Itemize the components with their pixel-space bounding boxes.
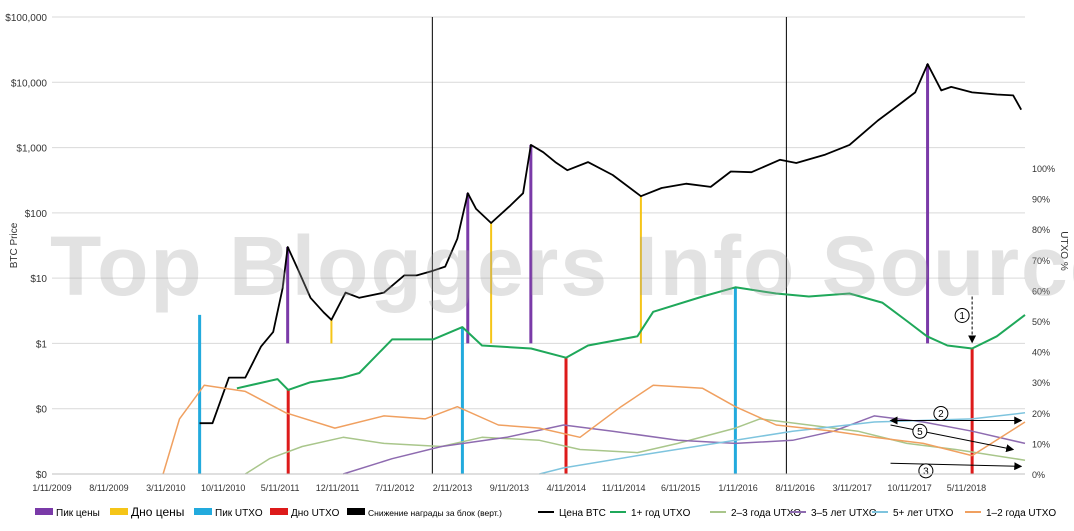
legend-swatch-1 bbox=[110, 508, 128, 515]
y-right-tick-label: 10% bbox=[1032, 439, 1050, 449]
y-right-axis-title: UTXO % bbox=[1058, 231, 1069, 271]
legend-swatch-2 bbox=[194, 508, 212, 515]
marker-vertical-lines bbox=[198, 17, 974, 474]
legend-label-7: 2–3 года UTXO bbox=[731, 508, 801, 519]
y-left-tick-label: $100,000 bbox=[5, 13, 47, 24]
y-right-tick-label: 50% bbox=[1032, 317, 1050, 327]
legend-label-9: 5+ лет UTXO bbox=[893, 508, 954, 519]
annotation-circle-2 bbox=[933, 405, 949, 421]
x-tick-label: 5/11/2018 bbox=[947, 483, 986, 493]
x-tick-label: 3/11/2010 bbox=[146, 483, 185, 493]
annotation-label: 3 bbox=[923, 466, 929, 477]
x-tick-label: 6/11/2015 bbox=[661, 483, 700, 493]
y-left-tick-label: $0 bbox=[36, 405, 48, 416]
legend-swatch-0 bbox=[35, 508, 53, 515]
legend-label-10: 1–2 года UTXO bbox=[986, 508, 1056, 519]
legend-label-2: Пик UTXO bbox=[215, 508, 263, 519]
legend-swatch-3 bbox=[270, 508, 288, 515]
y-right-tick-label: 60% bbox=[1032, 286, 1050, 296]
series-line-1 bbox=[236, 286, 1026, 391]
legend-label-3: Дно UTXO bbox=[291, 508, 340, 519]
y-right-tick-label: 20% bbox=[1032, 409, 1050, 419]
x-tick-label: 9/11/2013 bbox=[490, 483, 529, 493]
annotation-label: 5 bbox=[917, 427, 923, 438]
annotation-circle-1 bbox=[954, 307, 970, 323]
y-right-tick-label: 0% bbox=[1032, 470, 1045, 480]
annotation-arrow-3 bbox=[890, 462, 1023, 471]
x-tick-label: 4/11/2014 bbox=[547, 483, 586, 493]
x-tick-label: 10/11/2017 bbox=[887, 483, 931, 493]
legend-label-1: Дно цены bbox=[131, 505, 184, 519]
y-left-tick-label: $10,000 bbox=[11, 78, 48, 89]
annotation-label: 2 bbox=[938, 409, 944, 420]
y-right-tick-label: 30% bbox=[1032, 378, 1050, 388]
y-left-tick-label: $10 bbox=[30, 274, 47, 285]
x-tick-label: 1/11/2016 bbox=[718, 483, 757, 493]
gridlines bbox=[52, 16, 1025, 475]
x-tick-label: 11/11/2014 bbox=[602, 483, 646, 493]
y-right-tick-label: 80% bbox=[1032, 225, 1050, 235]
x-tick-label: 8/11/2009 bbox=[89, 483, 128, 493]
y-left-tick-label: $1,000 bbox=[16, 144, 47, 155]
legend-label-6: 1+ год UTXO bbox=[631, 508, 691, 519]
y-right-tick-label: 90% bbox=[1032, 195, 1050, 205]
x-tick-label: 10/11/2010 bbox=[201, 483, 245, 493]
x-tick-label: 5/11/2011 bbox=[261, 483, 300, 493]
x-tick-label: 7/11/2012 bbox=[375, 483, 414, 493]
x-tick-label: 12/11/2011 bbox=[316, 483, 360, 493]
y-left-tick-label: $0 bbox=[36, 470, 48, 481]
annotation-arrow-5 bbox=[890, 424, 1015, 453]
x-tick-label: 1/11/2009 bbox=[32, 483, 71, 493]
y-left-tick-label: $100 bbox=[25, 209, 48, 220]
x-tick-label: 8/11/2016 bbox=[776, 483, 815, 493]
y-right-tick-label: 100% bbox=[1032, 164, 1055, 174]
legend: Пик цены Дно цены Пик UTXO Дно UTXO Снижение… bbox=[35, 505, 1056, 519]
series-line-2 bbox=[244, 418, 1026, 475]
y-right-tick-label: 70% bbox=[1032, 256, 1050, 266]
series-line-5 bbox=[162, 384, 1026, 475]
x-tick-label: 3/11/2017 bbox=[832, 483, 871, 493]
y-right-tick-label: 40% bbox=[1032, 348, 1050, 358]
legend-label-4: Снижение награды за блок (верт.) bbox=[368, 508, 502, 518]
legend-label-0: Пик цены bbox=[56, 508, 100, 519]
annotations: 1 2 3 5 bbox=[889, 296, 1023, 479]
y-left-axis-title: BTC Price bbox=[9, 222, 20, 268]
x-tick-label: 2/11/2013 bbox=[433, 483, 472, 493]
series-lines bbox=[162, 63, 1026, 475]
annotation-label: 1 bbox=[959, 311, 965, 322]
y-left-tick-label: $1 bbox=[36, 339, 48, 350]
series-line-0 bbox=[199, 63, 1022, 425]
legend-label-5: Цена BTC bbox=[559, 508, 606, 519]
legend-label-8: 3–5 лет UTXO bbox=[811, 508, 877, 519]
legend-swatch-4 bbox=[347, 508, 365, 515]
annotation-circle-5 bbox=[912, 423, 928, 439]
axes: $0 $0 $1 $10 $100 $1,000 $10,000 $100,000 0% 10% 2… bbox=[5, 13, 1069, 493]
